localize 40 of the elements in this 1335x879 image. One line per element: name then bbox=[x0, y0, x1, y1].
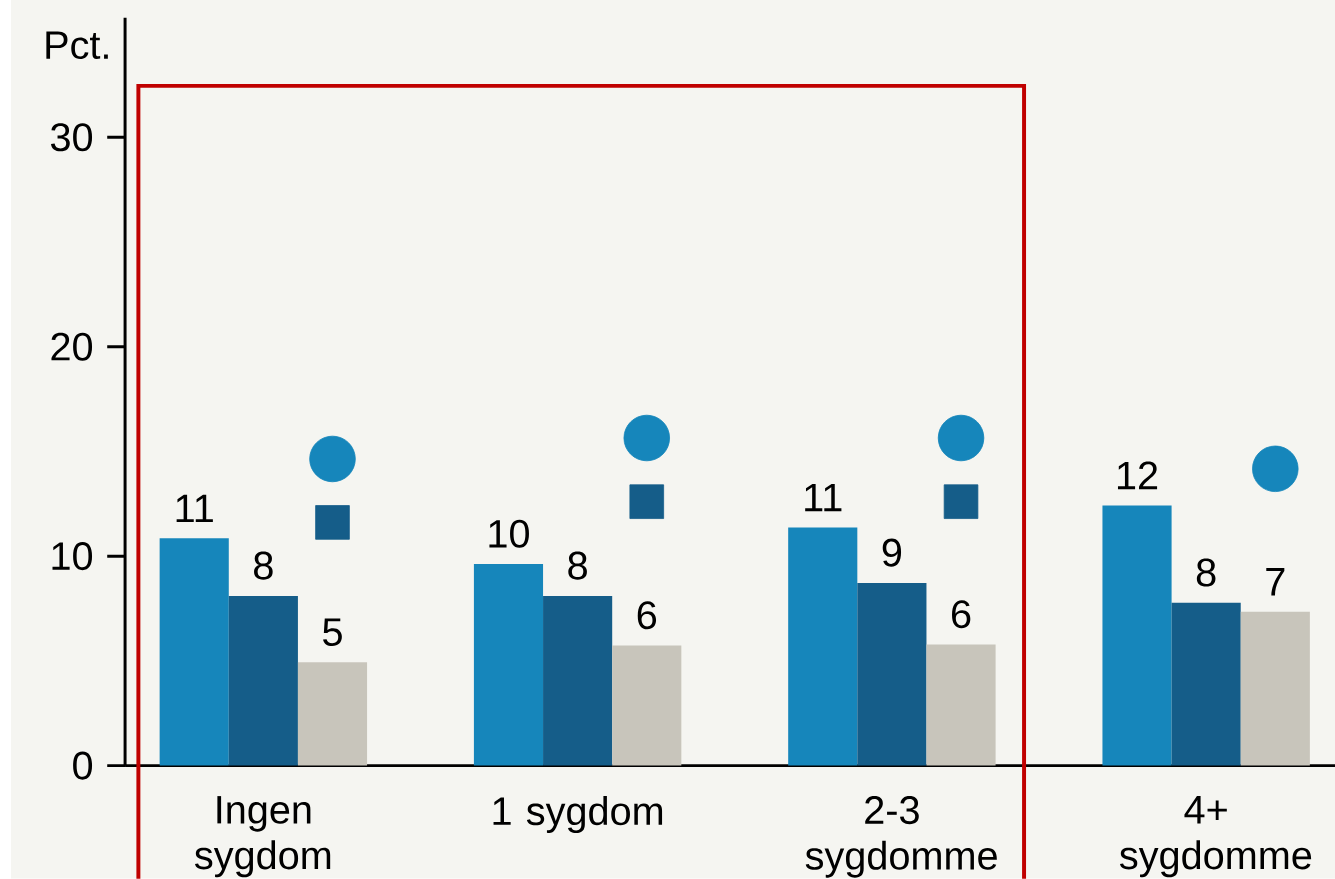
point bbox=[943, 484, 979, 520]
y-tick-label: 30 bbox=[51, 123, 93, 152]
bar bbox=[473, 564, 544, 766]
y-tick-label: 10 bbox=[52, 542, 93, 571]
point bbox=[937, 414, 985, 462]
data-label: 11 bbox=[176, 494, 213, 523]
x-tick-label: 4+ sygdomme bbox=[1119, 796, 1312, 878]
x-tick-label: Ingen sygdom bbox=[194, 796, 331, 878]
point bbox=[629, 484, 665, 520]
data-label: 8 bbox=[568, 551, 587, 580]
bar bbox=[1102, 505, 1172, 766]
y-tick-label: 20 bbox=[51, 332, 93, 361]
bar bbox=[297, 662, 368, 766]
bar bbox=[1171, 603, 1241, 766]
bar bbox=[788, 527, 858, 766]
data-label: 10 bbox=[489, 519, 529, 548]
bar bbox=[857, 583, 927, 766]
x-tick-label: 2-3 sygdomme bbox=[805, 796, 997, 878]
bar bbox=[612, 645, 682, 766]
point bbox=[309, 435, 356, 483]
y-axis-title: Pct. bbox=[46, 31, 108, 60]
bar bbox=[228, 596, 298, 766]
data-label: 8 bbox=[254, 551, 273, 580]
bar bbox=[159, 538, 229, 766]
y-tick-label: 0 bbox=[73, 751, 93, 780]
bar bbox=[1240, 611, 1310, 766]
x-tick-label: 1 sygdom bbox=[493, 796, 663, 834]
point bbox=[623, 414, 670, 462]
data-label: 8 bbox=[1196, 558, 1216, 587]
point bbox=[1252, 445, 1299, 493]
data-label: 6 bbox=[637, 601, 657, 630]
data-label: 7 bbox=[1266, 568, 1285, 596]
point bbox=[315, 505, 350, 540]
data-label: 11 bbox=[805, 484, 842, 512]
data-label: 9 bbox=[882, 538, 902, 567]
data-label: 6 bbox=[952, 600, 971, 629]
bar bbox=[926, 644, 996, 766]
bar bbox=[543, 596, 613, 766]
data-label: 5 bbox=[323, 618, 342, 647]
data-label: 12 bbox=[1117, 461, 1158, 490]
